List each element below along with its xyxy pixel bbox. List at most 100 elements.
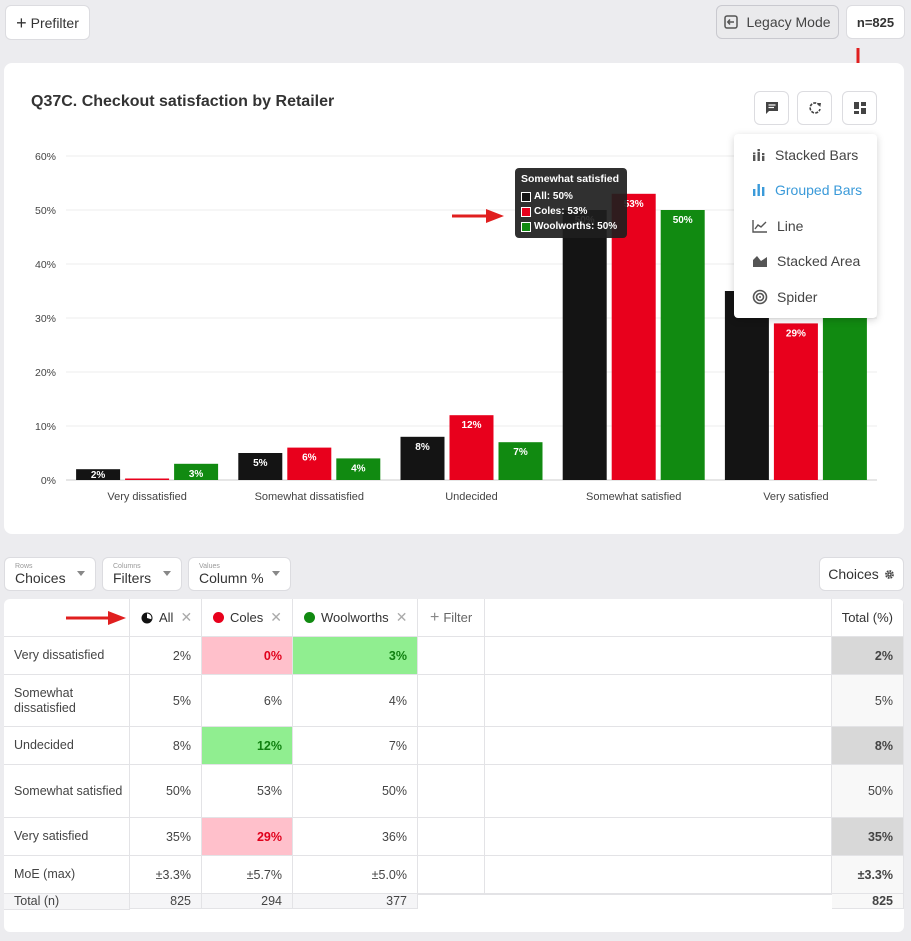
menu-item-label: Stacked Area <box>777 253 861 270</box>
bar-value-label: 3% <box>189 469 204 480</box>
chart-title: Q37C. Checkout satisfaction by Retailer <box>31 93 335 110</box>
line-chart-icon <box>752 219 767 233</box>
menu-item-label: Grouped Bars <box>775 182 863 199</box>
annotation-arrow-right-icon <box>452 209 504 223</box>
menu-item-label: Line <box>777 217 804 234</box>
bar-woolworths[interactable] <box>822 285 867 480</box>
crosstab-table: All ✕ Coles ✕ Woolworths ✕ + Filter Total (%) Ver… <box>4 599 904 932</box>
chart-type-button[interactable] <box>842 91 877 125</box>
header-cell-woolworths[interactable]: Woolworths ✕ <box>293 599 418 637</box>
bar-value-label: 12% <box>461 420 481 431</box>
menu-item-grouped-bars[interactable]: Grouped Bars <box>734 173 877 209</box>
table-cell-filter <box>418 856 485 894</box>
remove-all-icon[interactable]: ✕ <box>180 609 193 625</box>
spider-chart-icon <box>752 289 768 305</box>
header-label-woolworths: Woolworths <box>321 610 389 625</box>
legacy-mode-label: Legacy Mode <box>746 14 831 30</box>
choices-settings-button[interactable]: Choices <box>819 557 904 591</box>
remove-coles-icon[interactable]: ✕ <box>270 609 282 625</box>
refresh-button[interactable] <box>797 91 832 125</box>
prefilter-button[interactable]: + Prefilter <box>5 5 90 40</box>
bar-all[interactable] <box>724 291 769 480</box>
rows-dropdown[interactable]: Rows Choices <box>4 557 96 591</box>
bar-value-label: 4% <box>351 463 366 474</box>
menu-item-label: Spider <box>777 288 818 305</box>
values-dropdown[interactable]: Values Column % <box>188 557 291 591</box>
bar-coles[interactable] <box>287 447 332 480</box>
bar-all[interactable] <box>400 436 445 480</box>
table-cell-total: ±3.3% <box>832 856 904 894</box>
sample-size-badge: n=825 <box>846 5 905 39</box>
all-segment-icon <box>141 612 153 624</box>
table-cell-total: 50% <box>832 765 904 818</box>
refresh-icon <box>808 102 821 114</box>
coles-swatch <box>521 206 531 217</box>
bar-all[interactable] <box>76 469 121 480</box>
table-cell-woolworths: 4% <box>293 675 418 727</box>
table-cell-filter <box>418 675 485 727</box>
bar-value-label: 5% <box>253 458 268 469</box>
values-caption: Values <box>199 563 220 570</box>
bar-coles[interactable] <box>449 415 494 480</box>
bar-coles[interactable] <box>611 193 656 481</box>
menu-item-spider[interactable]: Spider <box>734 279 877 315</box>
add-filter-button[interactable]: + Filter <box>418 599 485 637</box>
table-cell-coles: ±5.7% <box>202 856 293 894</box>
y-tick-label: 10% <box>35 421 56 433</box>
table-cell-blank <box>485 765 832 818</box>
gear-icon <box>884 569 894 579</box>
comment-button[interactable] <box>754 91 789 125</box>
chevron-down-icon <box>272 571 280 576</box>
bar-coles[interactable] <box>125 478 170 481</box>
bar-value-label: 53% <box>624 199 644 210</box>
table-cell-filter <box>418 727 485 765</box>
table-cell-total: 8% <box>832 727 904 765</box>
chevron-down-icon <box>77 571 85 576</box>
chart-type-icon <box>853 102 866 114</box>
table-cell-coles: 6% <box>202 675 293 727</box>
table-cell-all: 35% <box>130 818 202 856</box>
bar-woolworths[interactable] <box>498 442 543 480</box>
woolworths-color-dot <box>304 612 315 623</box>
legacy-mode-icon <box>724 15 739 29</box>
table-cell-total: 35% <box>832 818 904 856</box>
table-cell-all: 825 <box>130 894 202 909</box>
plus-icon: + <box>16 12 27 33</box>
y-tick-label: 20% <box>35 367 56 379</box>
table-cell-all: 5% <box>130 675 202 727</box>
legacy-mode-button[interactable]: Legacy Mode <box>716 5 839 39</box>
row-label: Undecided <box>4 727 130 765</box>
menu-item-stacked-area[interactable]: Stacked Area <box>734 244 877 280</box>
header-cell-all[interactable]: All ✕ <box>130 599 202 637</box>
bar-woolworths[interactable] <box>174 463 219 480</box>
columns-dropdown[interactable]: Columns Filters <box>102 557 182 591</box>
chart-tooltip: Somewhat satisfied All: 50% Coles: 53% W… <box>515 168 627 238</box>
header-cell-coles[interactable]: Coles ✕ <box>202 599 293 637</box>
table-cell-blank <box>485 727 832 765</box>
header-label-total: Total (%) <box>841 610 893 625</box>
remove-woolworths-icon[interactable]: ✕ <box>395 609 408 625</box>
bar-all[interactable] <box>238 453 283 480</box>
table-cell-all: 8% <box>130 727 202 765</box>
coles-color-dot <box>213 612 224 623</box>
bar-woolworths[interactable] <box>660 210 705 480</box>
table-cell-woolworths: 7% <box>293 727 418 765</box>
bar-all[interactable] <box>562 210 607 480</box>
row-label: Total (n) <box>4 894 130 910</box>
chart-type-menu: Stacked Bars Grouped Bars Line Stacked A… <box>734 134 877 318</box>
menu-item-line[interactable]: Line <box>734 208 877 244</box>
menu-item-stacked-bars[interactable]: Stacked Bars <box>734 137 877 173</box>
table-cell-coles: 0% <box>202 637 293 675</box>
bar-woolworths[interactable] <box>336 458 381 480</box>
add-filter-label: Filter <box>443 610 473 625</box>
menu-item-label: Stacked Bars <box>775 146 859 163</box>
columns-caption: Columns <box>113 563 141 570</box>
chevron-down-icon <box>163 571 171 576</box>
bar-coles[interactable] <box>773 323 818 480</box>
table-cell-blank <box>485 675 832 727</box>
row-label: Somewhat satisfied <box>4 765 130 818</box>
row-label: MoE (max) <box>4 856 130 894</box>
table-cell-woolworths: 36% <box>293 818 418 856</box>
table-cell-all: ±3.3% <box>130 856 202 894</box>
row-label: Very satisfied <box>4 818 130 856</box>
